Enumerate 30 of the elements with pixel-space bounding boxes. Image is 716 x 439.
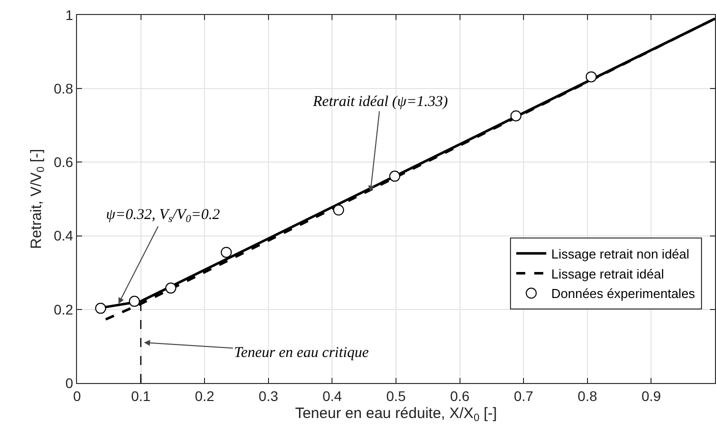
legend-label: Données éxperimentales [551, 286, 696, 302]
y-tick-label: 0.8 [54, 80, 74, 96]
point [586, 71, 597, 82]
x-tick-label: 0.1 [131, 388, 151, 404]
annotation: Retrait idéal (ψ=1.33) [312, 94, 448, 110]
legend-label: Lissage retrait non idéal [551, 246, 690, 262]
y-tick-label: 0 [65, 374, 74, 391]
x-tick-label: 0.5 [386, 388, 406, 404]
legend-label: Lissage retrait idéal [551, 266, 664, 282]
x-tick-label: 0.2 [194, 388, 215, 404]
y-tick-label: 0.2 [54, 301, 74, 318]
point [128, 296, 140, 307]
annotation: ψ=0.32, V$_{s}$/V$_{0}$=0.2 [106, 207, 220, 226]
point [165, 282, 176, 294]
x-tick-label: 0.9 [641, 388, 662, 404]
y-tick-label: 0.6 [54, 154, 74, 170]
y-tick-label: 0.4 [54, 228, 74, 244]
x-axis-title: Teneur en eau réduite, X/X$_{0}$ [-] [295, 404, 497, 424]
x-tick-label: 0.6 [450, 388, 470, 404]
x-tick-label: 0.8 [578, 388, 598, 404]
y-tick-label: 1 [65, 6, 74, 23]
x-tick-label: 0.4 [322, 388, 342, 404]
point [95, 302, 106, 314]
x-tick-label: 0.3 [258, 388, 278, 404]
point [389, 170, 400, 182]
annotation: Teneur en eau critique [234, 345, 370, 361]
point [333, 204, 344, 216]
point [220, 246, 232, 258]
point [510, 110, 522, 122]
x-tick-label: 0.7 [514, 388, 534, 404]
